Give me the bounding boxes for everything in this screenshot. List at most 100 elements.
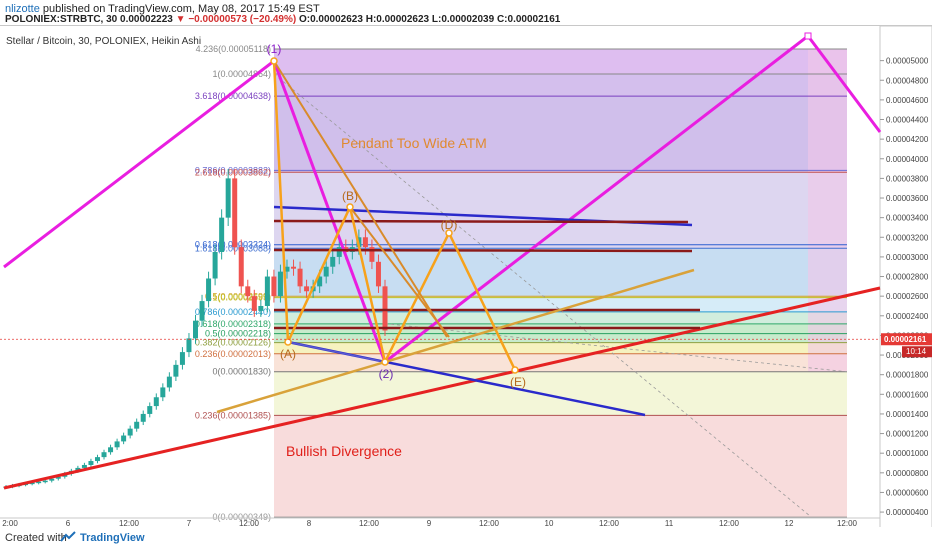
resistance-line: [273, 219, 689, 224]
y-tick-label: 0.00004200: [886, 135, 929, 144]
candle-body: [108, 447, 114, 453]
y-tick-label: 0.00004000: [886, 155, 929, 164]
fib-label: 0.618(0.00002318): [195, 319, 271, 329]
fib-band: [274, 311, 847, 324]
fib-label: 0(0.00001830): [212, 367, 271, 377]
wave-point: [511, 366, 519, 374]
wave-point: [284, 338, 292, 346]
author-name[interactable]: nlizotte: [5, 3, 40, 15]
candle-body: [317, 276, 323, 287]
candle-body: [258, 305, 264, 311]
wave-point: [804, 32, 812, 40]
candle-body: [291, 266, 297, 269]
y-tick-label: 0.00002600: [886, 292, 929, 301]
fib-band: [274, 371, 847, 416]
candle-body: [75, 467, 81, 471]
candle-body: [94, 457, 100, 462]
fib-band: [274, 96, 847, 173]
y-tick-label: 0.00001200: [886, 430, 929, 439]
candle-body: [297, 268, 303, 287]
fib-label: 1.618(0.00003088): [195, 243, 271, 253]
fib-label: 1(0.00004864): [212, 69, 271, 79]
y-tick-label: 0.00004400: [886, 116, 929, 125]
last-price: 0.00002223: [120, 14, 173, 25]
candle-body: [134, 421, 140, 429]
candle-body: [55, 476, 61, 479]
fib-label: 0.786(0.00003882): [195, 165, 271, 175]
fib-label: 2.618(0.00003862): [195, 167, 271, 177]
created-with-text: Created with: [5, 532, 67, 544]
resistance-line: [273, 248, 693, 253]
candle-body: [121, 435, 127, 442]
candle-body: [232, 178, 238, 248]
candle-body: [284, 266, 290, 272]
fib-band: [274, 296, 847, 312]
chart-frame[interactable]: 4.236(0.00005118) 1(0.00004864) 3.618(0.00…: [0, 25, 932, 538]
fib-label: 0(0.00000349): [212, 512, 271, 522]
ohlc-close: C:0.00002161: [496, 14, 561, 25]
current-price-label: 0.00002161: [884, 335, 927, 344]
wave-label: (E): [510, 375, 526, 389]
candle-body: [323, 266, 329, 277]
candle-body: [251, 296, 257, 311]
fib-levels: 4.236(0.00005118) 1(0.00004864) 3.618(0.00…: [195, 44, 847, 522]
wave-label: (B): [342, 189, 358, 203]
tradingview-brand[interactable]: TradingView: [80, 532, 145, 544]
x-tick-label: 12:00: [119, 519, 140, 528]
candle-body: [212, 252, 218, 279]
chart-header: nlizotte published on TradingView.com, M…: [0, 0, 932, 25]
y-tick-label: 0.00003400: [886, 214, 929, 223]
fib-label: 1(0.00002599): [212, 293, 271, 303]
candle-body: [147, 406, 153, 414]
x-tick-label: 12:00: [599, 519, 620, 528]
candle-body: [114, 441, 120, 448]
candle-body: [127, 428, 133, 436]
candle-body: [153, 397, 159, 407]
candle-body: [186, 338, 192, 353]
price-change: ▼ −0.00000573 (−20.49%): [175, 14, 297, 25]
x-tick-label: 10: [545, 519, 554, 528]
wave-connector: [287, 341, 386, 363]
candle-body: [160, 387, 166, 398]
y-tick-label: 0.00001000: [886, 449, 929, 458]
x-tick-label: 12: [785, 519, 794, 528]
price-chart[interactable]: 4.236(0.00005118) 1(0.00004864) 3.618(0.00…: [0, 25, 932, 529]
candle-body: [206, 278, 212, 302]
fib-label: 4.236(0.00005118): [196, 44, 271, 54]
y-tick-label: 0.00004800: [886, 76, 929, 85]
x-tick-label: 12:00: [719, 519, 740, 528]
candle-body: [264, 276, 270, 306]
fib-label: 0.236(0.00002013): [195, 349, 271, 359]
candle-body: [277, 271, 283, 297]
annotation-pendant: Pendant Too Wide ATM: [341, 135, 487, 151]
candle-body: [375, 261, 381, 287]
wave-label: (A): [280, 347, 296, 361]
y-tick-label: 0.00003800: [886, 174, 929, 183]
candle-body: [199, 301, 205, 321]
countdown-badge: [902, 346, 932, 358]
candle-body: [336, 247, 342, 257]
wave-point: [270, 57, 278, 65]
x-tick-label: 8: [307, 519, 312, 528]
y-tick-label: 0.00003200: [886, 233, 929, 242]
fib-label: 0.5(0.00002218): [205, 329, 271, 339]
y-tick-label: 0.00000800: [886, 469, 929, 478]
x-tick-label: 12:00: [239, 519, 260, 528]
y-tick-label: 0.00002800: [886, 273, 929, 282]
wave-point: [381, 358, 389, 366]
wave-point: [346, 203, 354, 211]
x-tick-label: 6: [66, 519, 71, 528]
wave-line-2: [272, 60, 387, 363]
x-tick-label: 12:00: [479, 519, 500, 528]
fib-label: 3.618(0.00004638): [195, 91, 271, 101]
candle-body: [330, 256, 336, 267]
current-price-badge: [881, 333, 932, 346]
diagonal-guide: [273, 73, 811, 517]
candle-body: [173, 364, 179, 377]
y-tick-label: 0.00001800: [886, 371, 929, 380]
countdown-label: 10:14: [906, 347, 927, 356]
x-axis-ticks: 2:00 6 12:00 7 12:00 8 12:00 9 12:00 10 12:00 11 12:…: [0, 517, 880, 528]
candle-body: [42, 480, 48, 483]
symbol-line: POLONIEX:STRBTC, 30 0.00002223 ▼ −0.0000…: [5, 14, 560, 25]
pennant-orange-line: [349, 206, 450, 338]
